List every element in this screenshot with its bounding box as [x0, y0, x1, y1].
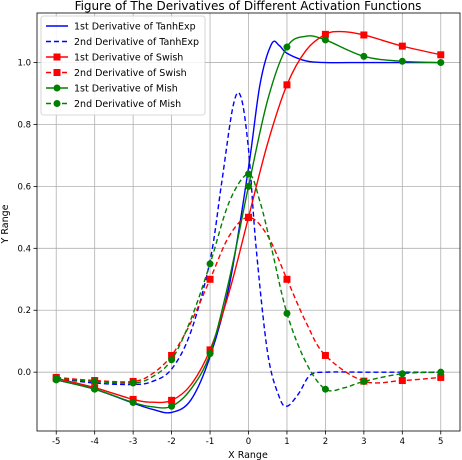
data-point: [321, 36, 329, 44]
data-point: [437, 373, 445, 381]
grid: [37, 13, 460, 431]
series-1st-derivative-of-tanhexp: [56, 40, 441, 414]
data-point: [168, 396, 176, 404]
legend-marker: [53, 53, 61, 61]
series-line: [56, 40, 441, 414]
data-point: [360, 377, 368, 385]
legend-entry: 2nd Derivative of Swish: [46, 68, 187, 79]
data-point: [129, 399, 137, 407]
x-tick-label: 3: [361, 437, 366, 447]
y-ticks: 0.0 0.2 0.4 0.6 0.8 1.0: [17, 59, 37, 378]
data-point: [52, 374, 60, 382]
x-tick-label: -1: [206, 437, 214, 447]
y-tick-label: 0.2: [17, 306, 31, 316]
data-point: [168, 402, 176, 410]
data-point: [283, 81, 291, 89]
x-tick-label: -3: [129, 437, 137, 447]
series-2nd-derivative-of-tanhexp: [56, 91, 441, 408]
data-point: [206, 346, 214, 354]
data-point: [437, 59, 445, 67]
data-point: [168, 356, 176, 364]
legend-label: 2nd Derivative of TanhExp: [74, 37, 199, 48]
data-point: [283, 275, 291, 283]
x-tick-label: 0: [246, 437, 251, 447]
legend-entry: 2nd Derivative of Mish: [46, 99, 181, 110]
data-point: [283, 43, 291, 51]
data-point: [129, 379, 137, 387]
x-tick-label: -4: [90, 437, 98, 447]
legend-marker: [53, 84, 61, 92]
legend-entry: 1st Derivative of Mish: [46, 84, 178, 95]
data-point: [437, 368, 445, 376]
y-tick-label: 1.0: [17, 59, 31, 69]
legend-entry: 2nd Derivative of TanhExp: [46, 37, 199, 48]
data-point: [245, 213, 252, 221]
x-tick-label: 1: [284, 437, 289, 447]
data-point: [360, 31, 368, 39]
y-tick-label: 0.8: [17, 120, 31, 130]
x-ticks: -5 -4 -3 -2 -1 0 1 2 3 4 5: [52, 431, 443, 447]
legend-entry: 1st Derivative of TanhExp: [46, 22, 196, 33]
legend-marker: [53, 100, 61, 107]
x-tick-label: 2: [323, 437, 328, 447]
data-point: [206, 350, 214, 358]
data-point: [321, 30, 329, 38]
data-point: [398, 377, 406, 385]
x-tick-label: -5: [52, 437, 60, 447]
data-point: [398, 42, 406, 50]
data-point: [360, 52, 368, 60]
legend-label: 2nd Derivative of Swish: [74, 68, 187, 79]
legend-label: 2nd Derivative of Mish: [74, 99, 181, 110]
legend: 1st Derivative of TanhExp 2nd Derivative …: [40, 15, 206, 116]
y-tick-label: 0.0: [17, 368, 31, 378]
chart-title: Figure of The Derivatives of Different A…: [75, 0, 422, 13]
y-axis-label: Y Range: [0, 204, 11, 244]
x-tick-label: -2: [167, 437, 175, 447]
legend-label: 1st Derivative of Swish: [74, 53, 183, 64]
series-line: [56, 35, 441, 409]
legend-label: 1st Derivative of TanhExp: [74, 22, 196, 33]
data-point: [245, 182, 252, 190]
series-line: [56, 173, 441, 392]
y-tick-label: 0.4: [17, 244, 31, 254]
legend-entry: 1st Derivative of Swish: [46, 53, 183, 64]
y-tick-label: 0.6: [17, 182, 31, 192]
data-point: [321, 385, 329, 393]
data-point: [206, 275, 214, 283]
data-point: [321, 351, 329, 359]
data-point: [398, 370, 406, 378]
data-point: [283, 309, 291, 317]
data-point: [206, 260, 214, 268]
series-layer: [52, 30, 445, 414]
legend-marker: [53, 69, 61, 76]
data-point: [91, 377, 99, 385]
x-tick-label: 4: [400, 437, 405, 447]
data-point: [168, 351, 176, 359]
data-point: [245, 170, 252, 178]
data-point: [91, 385, 99, 393]
legend-label: 1st Derivative of Mish: [74, 84, 178, 95]
legend-box: [40, 15, 206, 116]
data-point: [437, 51, 445, 59]
x-tick-label: 5: [438, 437, 443, 447]
series-line: [56, 216, 441, 384]
data-point: [398, 57, 406, 65]
series-2nd-derivative-of-mish: [52, 170, 445, 393]
series-line: [56, 91, 441, 408]
x-axis-label: X Range: [228, 450, 268, 460]
